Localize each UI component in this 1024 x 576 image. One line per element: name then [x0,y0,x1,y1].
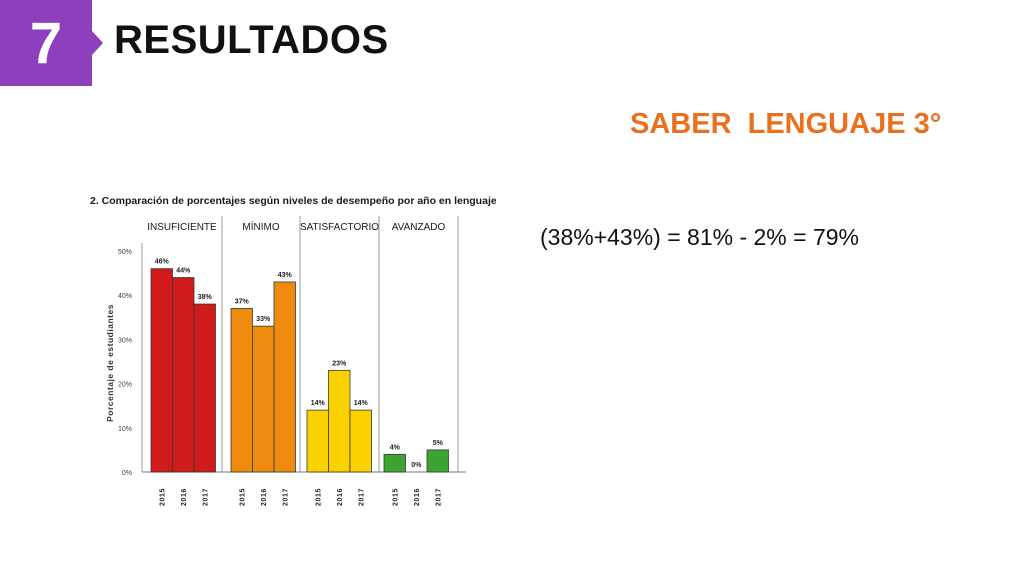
bar [172,277,195,473]
bar-value-label: 4% [390,444,401,451]
slide-number: 7 [29,10,63,76]
y-tick-label: 30% [118,337,132,344]
x-tick-label: 2017 [282,488,289,506]
bar-value-label: 14% [354,400,369,407]
x-tick-label: 2016 [414,488,421,506]
x-tick-label: 2017 [435,488,442,506]
group-label-satisfactorio: SATISFACTORIO [300,222,379,233]
group-label-insuficiente: INSUFICIENTE [147,222,217,233]
bar [193,303,216,473]
slide-number-arrow [92,31,103,55]
bar-value-label: 43% [278,272,293,279]
y-tick-label: 0% [122,470,132,477]
bar-value-label: 37% [235,298,250,305]
y-tick-label: 10% [118,426,132,433]
group-label-m-nimo: MÍNIMO [242,220,279,233]
x-tick-label: 2016 [261,488,268,506]
bar-value-label: 23% [332,360,347,367]
y-tick-label: 50% [118,249,132,256]
slide-title: RESULTADOS [114,18,389,62]
x-tick-label: 2015 [392,488,399,506]
formula-text: (38%+43%) = 81% - 2% = 79% [540,224,859,250]
y-axis-label: Porcentaje de estudiantes [105,304,115,422]
bar [383,453,406,473]
bar [426,449,449,473]
bar [349,409,372,473]
bar-value-label: 46% [155,259,170,266]
bar-value-label: 5% [433,440,444,447]
bar-value-label: 14% [311,400,326,407]
bar-chart: 2. Comparación de porcentajes según nive… [90,195,496,506]
x-tick-label: 2017 [202,488,209,506]
bar-value-label: 33% [256,316,271,323]
group-label-avanzado: AVANZADO [392,222,446,233]
x-tick-label: 2015 [159,488,166,506]
y-tick-label: 40% [118,293,132,300]
x-tick-label: 2015 [239,488,246,506]
slide-subtitle: SABER LENGUAJE 3° [630,108,942,140]
x-tick-label: 2016 [337,488,344,506]
y-tick-label: 20% [118,382,132,389]
bar [273,281,296,473]
bar [306,409,329,473]
bar [150,268,173,473]
chart-title: 2. Comparación de porcentajes según nive… [90,195,496,207]
bar [252,325,275,473]
x-tick-label: 2015 [315,488,322,506]
bar [328,369,351,473]
chart-container: 2. Comparación de porcentajes según nive… [86,188,496,518]
x-tick-label: 2016 [181,488,188,506]
bar-value-label: 0% [411,462,422,469]
bar-value-label: 38% [198,294,213,301]
x-tick-label: 2017 [358,488,365,506]
bar [230,308,253,473]
bar-value-label: 44% [176,268,191,275]
slide-number-box: 7 [0,0,92,86]
